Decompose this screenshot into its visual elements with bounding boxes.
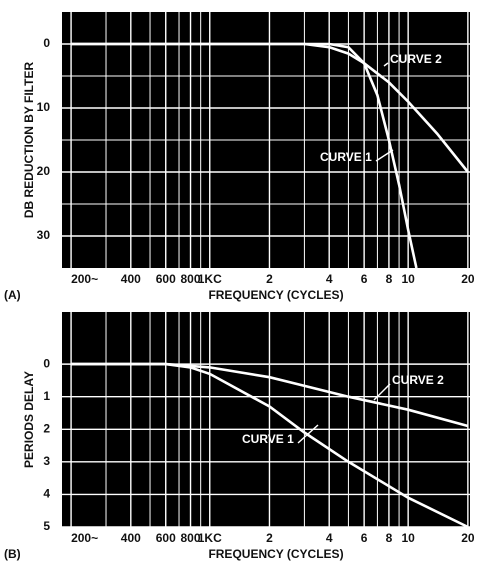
y-axis-title: PERIODS DELAY (22, 371, 36, 468)
plot-area (62, 312, 470, 527)
x-tick-label: 8 (386, 531, 393, 545)
label-arrow (375, 149, 394, 162)
x-tick-label: 4 (326, 531, 333, 545)
curve-label: CURVE 1 (320, 150, 372, 164)
y-tick-label: 4 (43, 487, 50, 501)
x-tick-label: 1KC (198, 272, 222, 286)
x-tick-label: 800 (181, 531, 201, 545)
y-tick-label: 3 (43, 454, 50, 468)
x-tick-label: 600 (156, 272, 176, 286)
curve (71, 42, 469, 173)
y-tick-label: 2 (43, 421, 50, 435)
x-tick-label: 8 (386, 272, 393, 286)
x-axis-title: FREQUENCY (CYCLES) (208, 547, 343, 561)
x-tick-label: 10 (401, 531, 415, 545)
y-tick-label: 10 (37, 100, 51, 114)
x-tick-label: 6 (361, 531, 368, 545)
curve-label: CURVE 2 (390, 52, 442, 66)
panel-label: (A) (4, 288, 21, 302)
label-arrow (383, 62, 389, 67)
x-tick-label: 800 (181, 272, 201, 286)
x-tick-label: 4 (326, 272, 333, 286)
x-axis-title: FREQUENCY (CYCLES) (208, 288, 343, 302)
curve-label: CURVE 1 (242, 432, 294, 446)
y-tick-label: 0 (43, 356, 50, 370)
x-tick-label: 600 (156, 531, 176, 545)
y-tick-label: 1 (43, 389, 50, 403)
x-tick-label: 2 (266, 272, 273, 286)
y-tick-label: 20 (37, 164, 51, 178)
x-tick-label: 6 (361, 272, 368, 286)
x-tick-label: 20 (461, 272, 475, 286)
x-tick-label: 400 (121, 531, 141, 545)
curve-label: CURVE 2 (392, 373, 444, 387)
label-arrow (297, 424, 319, 444)
x-tick-label: 400 (121, 272, 141, 286)
y-tick-label: 5 (43, 519, 50, 533)
x-tick-label: 1KC (198, 531, 222, 545)
x-tick-label: 10 (401, 272, 415, 286)
y-tick-label: 30 (37, 228, 51, 242)
x-tick-label: 20 (461, 531, 475, 545)
x-tick-label: 2 (266, 531, 273, 545)
panel-label: (B) (4, 547, 21, 561)
label-arrow (373, 383, 391, 401)
curve (71, 42, 418, 269)
curve (71, 362, 469, 428)
x-tick-label: 200~ (71, 531, 98, 545)
y-axis-title: DB REDUCTION BY FILTER (22, 62, 36, 219)
y-tick-label: 0 (43, 36, 50, 50)
x-tick-label: 200~ (71, 272, 98, 286)
